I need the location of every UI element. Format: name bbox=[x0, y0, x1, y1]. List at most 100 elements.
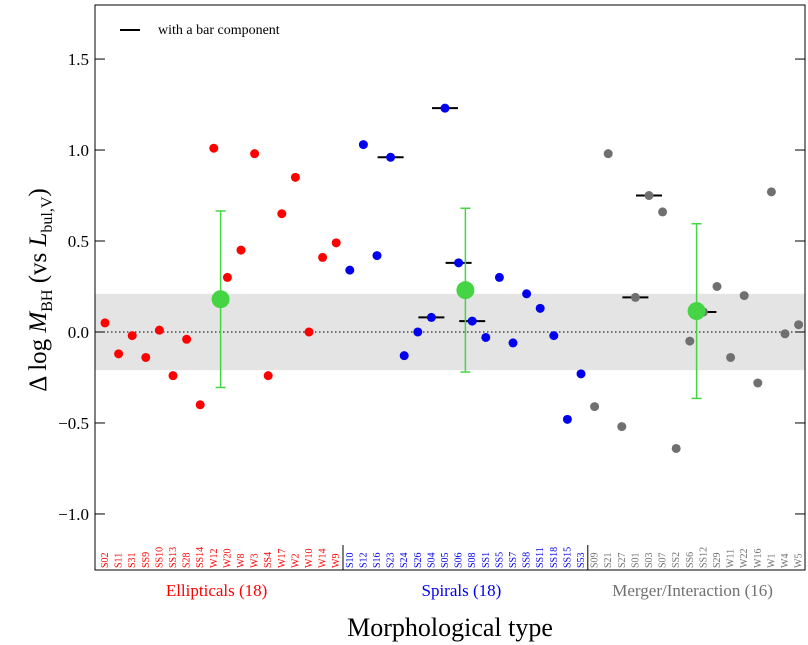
data-point bbox=[712, 281, 722, 291]
data-point bbox=[386, 152, 396, 162]
category-label: SS12 bbox=[698, 547, 709, 568]
data-point bbox=[318, 252, 328, 262]
category-label: S09 bbox=[590, 552, 601, 568]
y-axis-label: Δ log MBH (vs Lbul,V) bbox=[25, 188, 56, 392]
category-label: SS7 bbox=[508, 552, 519, 568]
mean-point bbox=[456, 281, 475, 300]
category-label: S23 bbox=[386, 552, 397, 568]
category-label: SS1 bbox=[481, 552, 492, 568]
category-label: SS5 bbox=[494, 552, 505, 568]
category-label: S06 bbox=[454, 552, 465, 568]
category-label: S11 bbox=[114, 553, 125, 568]
data-point bbox=[617, 422, 627, 432]
y-tick-label: 1.0 bbox=[68, 141, 89, 160]
y-label-part: BH bbox=[39, 289, 56, 312]
category-label: S07 bbox=[658, 552, 669, 568]
data-point bbox=[535, 303, 545, 313]
category-label: SS8 bbox=[522, 552, 533, 568]
category-label: S27 bbox=[617, 552, 628, 568]
data-point bbox=[508, 338, 518, 348]
category-label: W17 bbox=[277, 549, 288, 568]
data-point bbox=[304, 327, 314, 337]
data-point bbox=[794, 320, 804, 330]
category-label: S24 bbox=[399, 552, 410, 568]
data-point bbox=[290, 172, 300, 182]
scatter-band bbox=[95, 293, 805, 371]
data-point bbox=[562, 414, 572, 424]
category-label: S26 bbox=[413, 552, 424, 568]
data-point bbox=[413, 327, 423, 337]
data-point bbox=[250, 149, 260, 159]
category-label: S21 bbox=[603, 552, 614, 568]
y-label-part: Δ log bbox=[25, 333, 52, 392]
data-point bbox=[454, 258, 464, 268]
category-label: S03 bbox=[644, 552, 655, 568]
category-label: SS6 bbox=[685, 552, 696, 568]
category-label: W20 bbox=[222, 549, 233, 568]
category-label: W12 bbox=[209, 549, 220, 568]
category-label: W9 bbox=[331, 554, 342, 568]
category-label: SS10 bbox=[154, 547, 165, 568]
mean-point bbox=[211, 290, 230, 309]
category-label: SS15 bbox=[562, 547, 573, 568]
data-point bbox=[195, 400, 205, 410]
category-label: S02 bbox=[100, 552, 111, 568]
data-point bbox=[494, 272, 504, 282]
y-tick-label: 0.5 bbox=[68, 232, 89, 251]
data-point bbox=[345, 265, 355, 275]
data-point bbox=[114, 349, 124, 359]
y-label-part: bul,V bbox=[39, 196, 56, 232]
category-label: W5 bbox=[794, 554, 805, 568]
category-label: SS13 bbox=[168, 547, 179, 568]
category-label: W16 bbox=[753, 549, 764, 568]
y-label-part: M bbox=[25, 311, 52, 334]
group-label: Ellipticals (18) bbox=[166, 581, 268, 600]
category-label: W1 bbox=[766, 554, 777, 568]
data-point bbox=[549, 331, 559, 341]
data-point bbox=[331, 238, 341, 248]
category-label: SS11 bbox=[535, 547, 546, 568]
data-point bbox=[726, 352, 736, 362]
y-tick-label: −1.0 bbox=[58, 505, 89, 524]
plot-frame bbox=[94, 4, 806, 571]
category-label: S01 bbox=[630, 552, 641, 568]
category-label: W14 bbox=[318, 549, 329, 568]
category-label: S28 bbox=[182, 552, 193, 568]
group-label: Spirals (18) bbox=[422, 581, 502, 600]
category-label: W4 bbox=[780, 554, 791, 568]
data-point bbox=[154, 325, 164, 335]
data-point bbox=[685, 336, 695, 346]
data-point bbox=[127, 331, 137, 341]
data-point bbox=[481, 332, 491, 342]
data-point bbox=[168, 371, 178, 381]
data-point bbox=[209, 143, 219, 153]
data-point bbox=[644, 191, 654, 201]
data-point bbox=[263, 371, 273, 381]
category-label: S29 bbox=[712, 552, 723, 568]
mean-point bbox=[687, 302, 706, 321]
y-tick-label: 1.5 bbox=[68, 50, 89, 69]
data-point bbox=[467, 316, 477, 326]
category-label: W10 bbox=[304, 549, 315, 568]
data-point bbox=[739, 291, 749, 301]
x-axis-label: Morphological type bbox=[347, 613, 553, 642]
data-point bbox=[222, 272, 232, 282]
data-point bbox=[236, 245, 246, 255]
data-point bbox=[780, 329, 790, 339]
category-label: SS9 bbox=[141, 552, 152, 568]
category-label: SS4 bbox=[263, 552, 274, 568]
data-point bbox=[141, 352, 151, 362]
data-point bbox=[426, 312, 436, 322]
data-point bbox=[603, 149, 613, 159]
data-point bbox=[630, 292, 640, 302]
category-label: W22 bbox=[739, 549, 750, 568]
data-point bbox=[372, 251, 382, 261]
y-tick-label: 0.0 bbox=[68, 323, 89, 342]
category-label: SS18 bbox=[549, 547, 560, 568]
legend-text: with a bar component bbox=[158, 23, 280, 38]
category-label: S53 bbox=[576, 552, 587, 568]
data-point bbox=[440, 103, 450, 113]
category-label: S08 bbox=[467, 552, 478, 568]
group-label: Merger/Interaction (16) bbox=[612, 581, 773, 600]
